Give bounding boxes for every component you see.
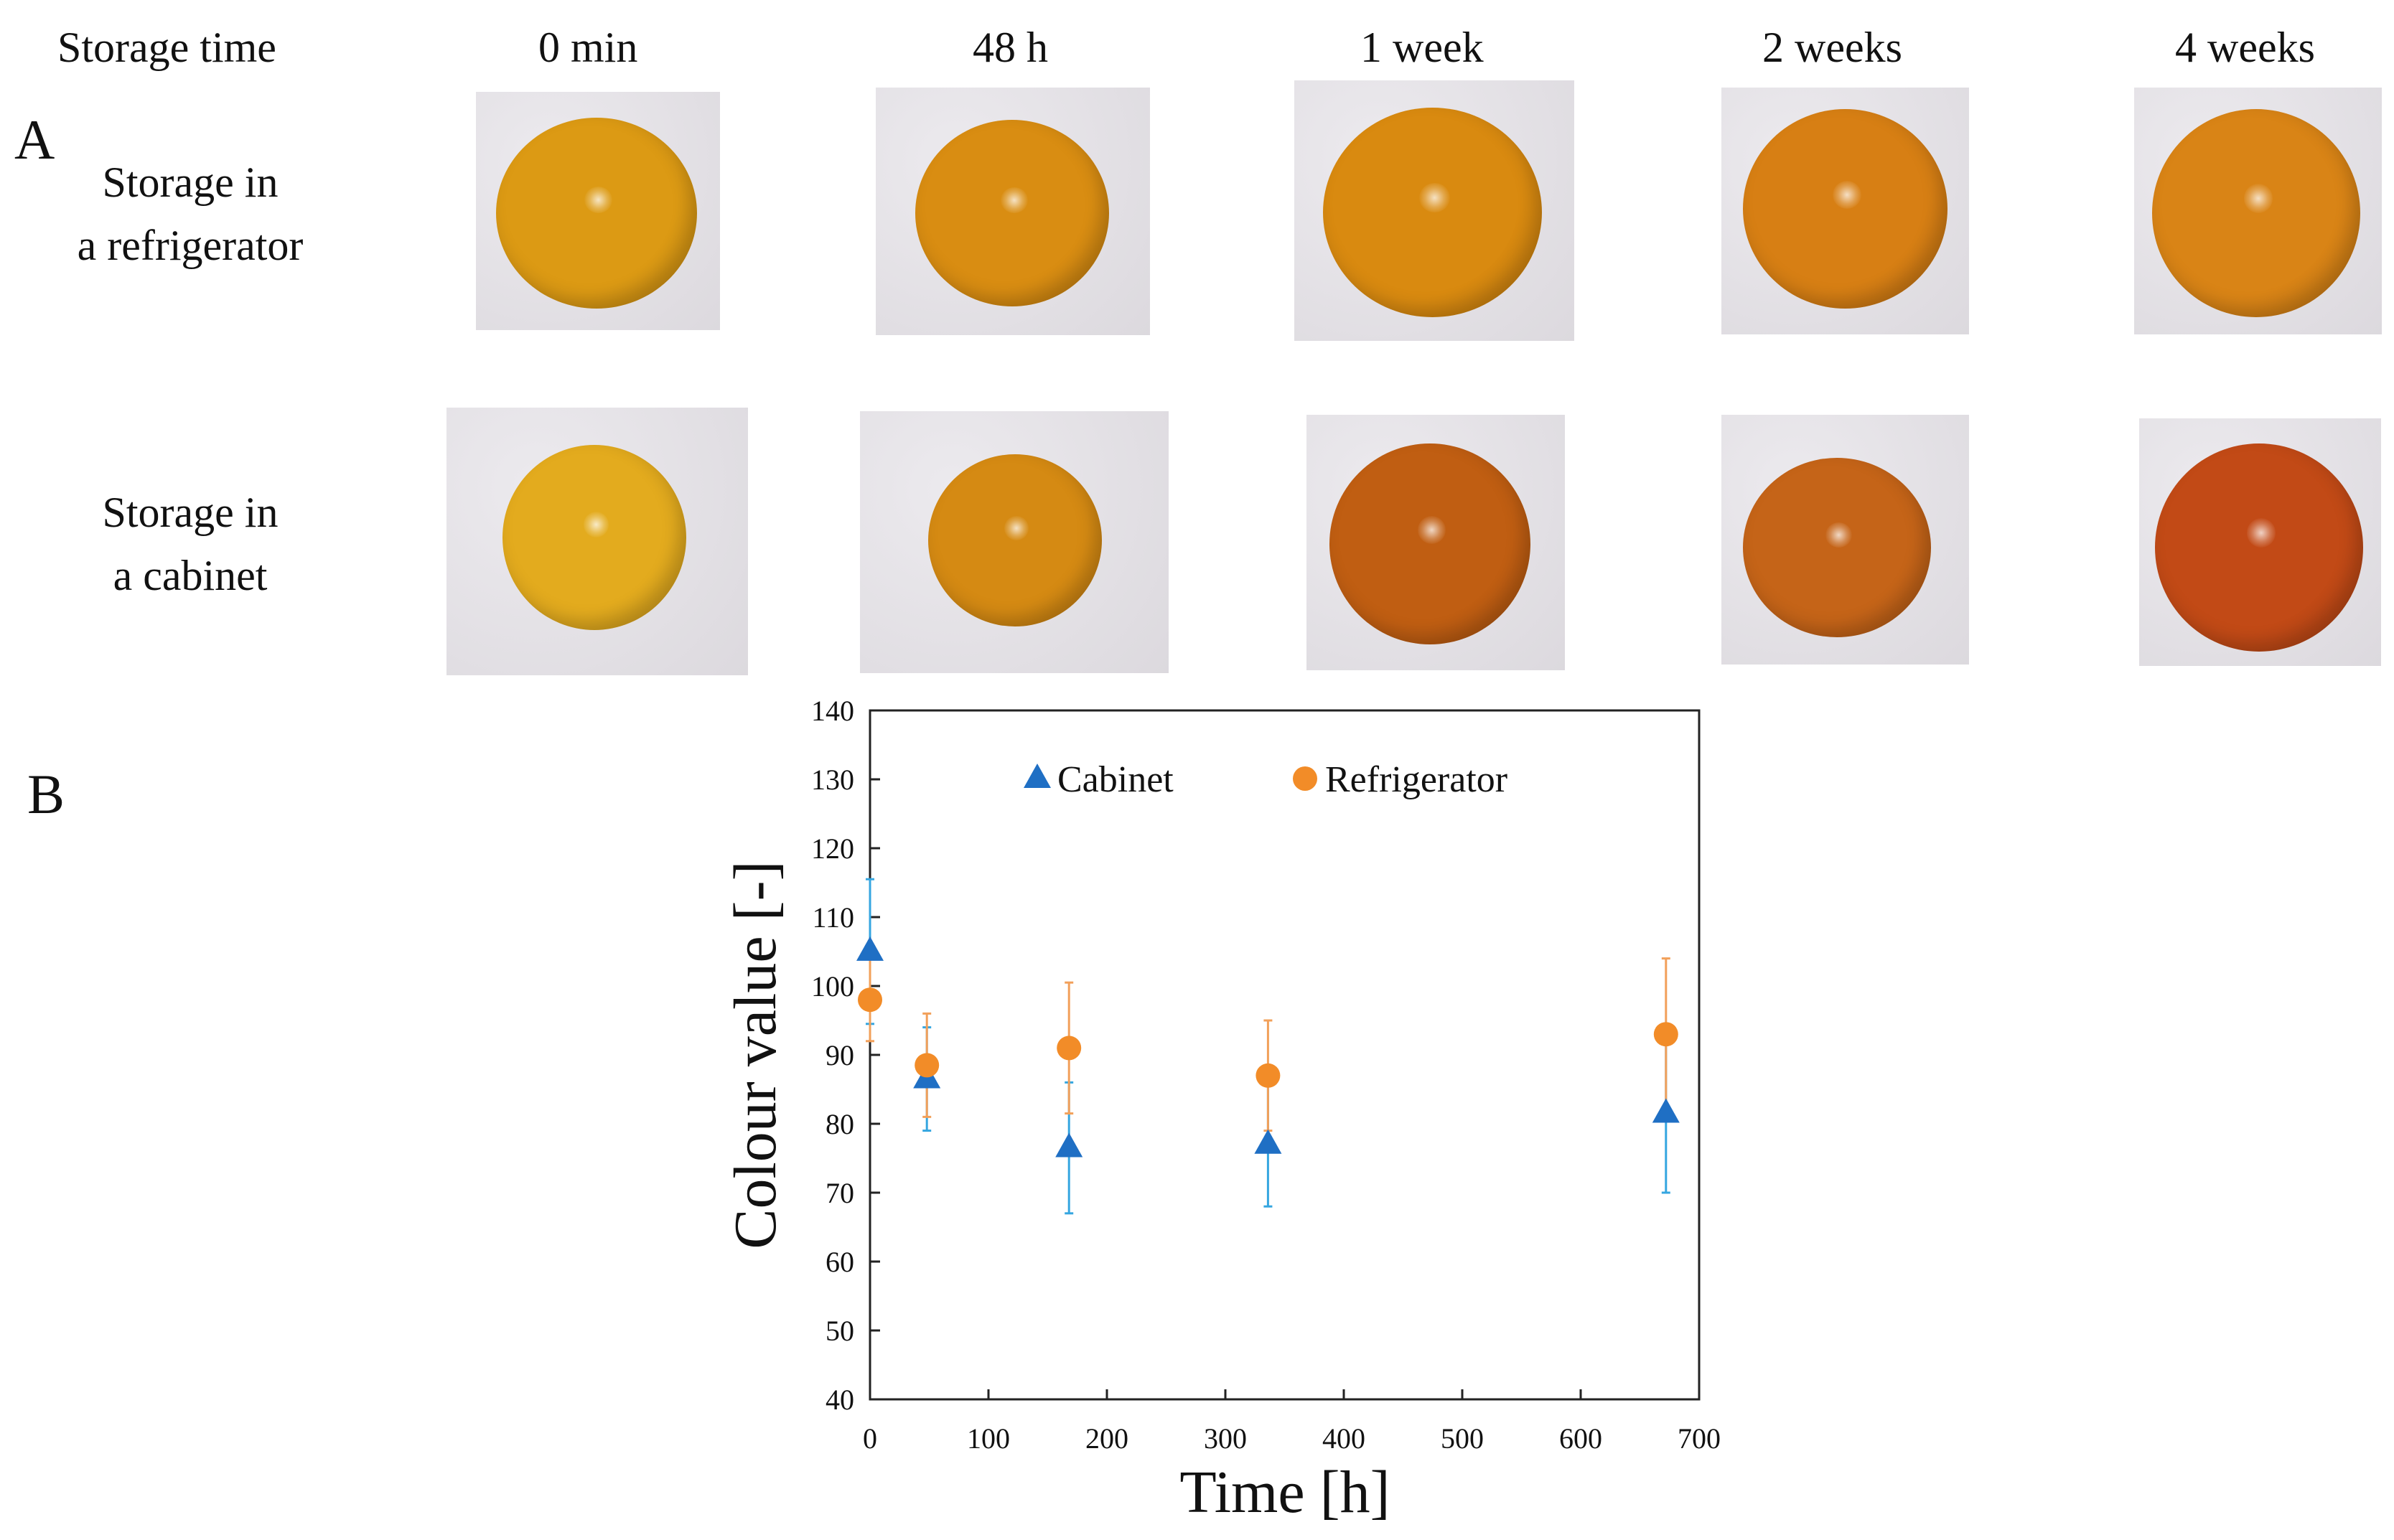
y-tick-label: 50 bbox=[826, 1315, 854, 1347]
bead-cabinet-1week bbox=[1329, 443, 1530, 644]
time-point-3: 2 weeks bbox=[1762, 24, 1902, 71]
y-tick-label: 40 bbox=[826, 1384, 854, 1416]
point-refrigerator bbox=[1057, 1036, 1082, 1061]
point-cabinet bbox=[1055, 1132, 1083, 1158]
y-tick-label: 100 bbox=[811, 970, 854, 1003]
plot-area-frame bbox=[869, 709, 1701, 1401]
y-tick-label: 70 bbox=[826, 1177, 854, 1209]
y-axis-label: Colour value [-] bbox=[722, 860, 789, 1249]
bead-refrigerator-0min bbox=[496, 118, 697, 309]
y-tick-label: 110 bbox=[812, 901, 854, 934]
point-cabinet bbox=[856, 936, 884, 961]
bead-cabinet-4weeks bbox=[2155, 443, 2363, 652]
photo-cabinet-1week bbox=[1306, 415, 1565, 670]
storage-time-header: Storage time bbox=[57, 24, 276, 71]
legend-label-cabinet: Cabinet bbox=[1057, 759, 1174, 800]
photo-refrigerator-48h bbox=[876, 88, 1150, 335]
legend-label-refrigerator: Refrigerator bbox=[1325, 759, 1507, 800]
x-tick-label: 700 bbox=[1678, 1422, 1721, 1455]
y-tick-label: 120 bbox=[811, 832, 854, 865]
row-label-refrigerator-line2: a refrigerator bbox=[77, 222, 304, 269]
y-axis: 40 50 60 70 80 90 100 110 120 130 140 bbox=[811, 695, 880, 1416]
point-refrigerator bbox=[915, 1053, 940, 1078]
photo-refrigerator-2weeks bbox=[1721, 88, 1969, 334]
photo-cabinet-2weeks bbox=[1721, 415, 1969, 665]
x-tick-label: 400 bbox=[1322, 1422, 1365, 1455]
row-label-cabinet-line2: a cabinet bbox=[113, 552, 268, 599]
x-tick-label: 500 bbox=[1441, 1422, 1484, 1455]
photo-cabinet-48h bbox=[860, 411, 1169, 673]
legend-marker-refrigerator bbox=[1293, 766, 1317, 791]
point-cabinet bbox=[1652, 1098, 1680, 1123]
panel-a-letter: A bbox=[14, 108, 55, 171]
point-refrigerator bbox=[858, 987, 882, 1013]
bead-refrigerator-1week bbox=[1323, 108, 1542, 317]
y-tick-label: 140 bbox=[811, 695, 854, 727]
bead-cabinet-0min bbox=[502, 445, 686, 630]
x-axis: 0 100 200 300 400 500 600 700 bbox=[863, 1389, 1721, 1455]
time-point-4: 4 weeks bbox=[2175, 24, 2315, 71]
x-tick-label: 0 bbox=[863, 1422, 877, 1455]
x-tick-label: 300 bbox=[1204, 1422, 1247, 1455]
bead-cabinet-48h bbox=[928, 454, 1102, 626]
error-bars bbox=[866, 878, 1670, 1215]
y-tick-label: 60 bbox=[826, 1246, 854, 1278]
x-tick-label: 100 bbox=[967, 1422, 1010, 1455]
x-tick-label: 600 bbox=[1559, 1422, 1602, 1455]
y-tick-label: 130 bbox=[811, 764, 854, 796]
time-point-0: 0 min bbox=[538, 24, 638, 71]
chart-legend: Cabinet Refrigerator bbox=[1024, 759, 1507, 800]
photo-refrigerator-1week bbox=[1294, 80, 1574, 341]
row-label-cabinet: Storage in a cabinet bbox=[29, 481, 352, 607]
data-markers bbox=[856, 936, 1680, 1158]
time-point-2: 1 week bbox=[1360, 24, 1484, 71]
y-tick-label: 90 bbox=[826, 1039, 854, 1071]
y-tick-label: 80 bbox=[826, 1108, 854, 1140]
bead-refrigerator-48h bbox=[915, 120, 1109, 306]
row-label-refrigerator-line1: Storage in bbox=[102, 159, 279, 206]
photo-cabinet-0min bbox=[446, 408, 748, 675]
bead-cabinet-2weeks bbox=[1743, 458, 1931, 637]
point-refrigerator bbox=[1256, 1063, 1281, 1088]
panel-b-letter: B bbox=[27, 763, 65, 825]
bead-refrigerator-2weeks bbox=[1743, 109, 1948, 309]
x-axis-label: Time [h] bbox=[1179, 1459, 1390, 1526]
photo-refrigerator-0min bbox=[476, 92, 720, 330]
photo-cabinet-4weeks bbox=[2139, 418, 2381, 666]
point-cabinet bbox=[1254, 1129, 1282, 1154]
x-tick-label: 200 bbox=[1085, 1422, 1128, 1455]
photo-refrigerator-4weeks bbox=[2134, 88, 2382, 334]
legend-marker-cabinet bbox=[1024, 764, 1051, 788]
row-label-refrigerator: Storage in a refrigerator bbox=[29, 151, 352, 277]
time-point-1: 48 h bbox=[973, 24, 1048, 71]
point-refrigerator bbox=[1653, 1022, 1678, 1047]
row-label-cabinet-line1: Storage in bbox=[102, 489, 279, 536]
bead-refrigerator-4weeks bbox=[2152, 109, 2360, 317]
